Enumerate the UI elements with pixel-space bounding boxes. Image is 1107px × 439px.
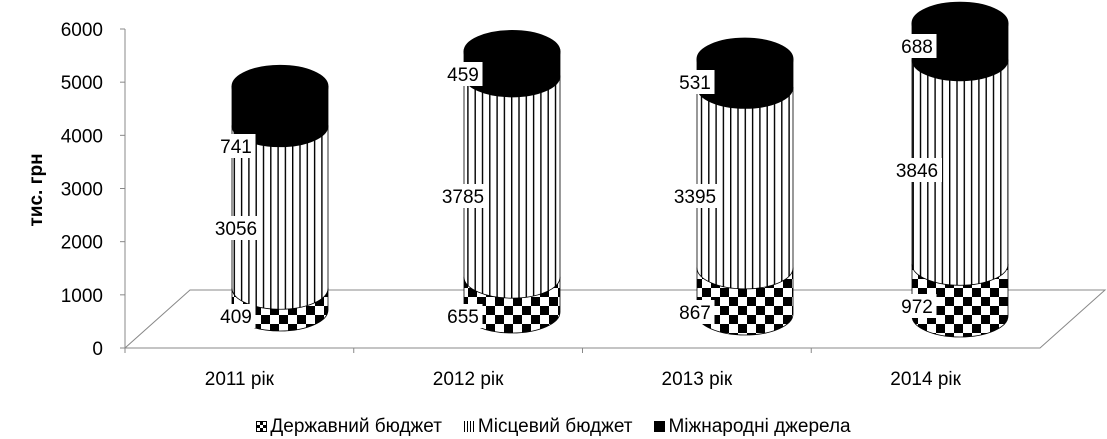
legend-swatch-local <box>463 421 475 432</box>
legend-label-intl: Міжнародні джерела <box>668 415 851 437</box>
y-tick-label: 5000 <box>61 73 103 94</box>
legend-swatch-state <box>256 421 268 432</box>
y-axis: 0 1000 2000 3000 4000 5000 6000 <box>61 20 126 360</box>
legend-swatch-intl <box>654 421 666 432</box>
bar-segment <box>911 59 1009 286</box>
data-label-bg <box>675 300 715 324</box>
cylinder <box>696 37 794 336</box>
cylinder-top <box>911 1 1009 45</box>
legend-item-state: Державний бюджет <box>256 416 442 438</box>
data-label-bg <box>438 184 488 208</box>
bar-segment <box>696 87 794 290</box>
data-label-bg <box>443 62 483 86</box>
data-label: 655 <box>447 307 479 328</box>
legend-item-local: Місцевий бюджет <box>463 415 633 438</box>
data-label-bg <box>443 304 483 328</box>
data-label: 972 <box>901 297 933 318</box>
y-axis-title: тис. грн <box>26 153 47 226</box>
bar-segment <box>463 75 561 299</box>
y-tick-label: 3000 <box>61 180 103 201</box>
data-label-bg <box>211 216 261 240</box>
legend-label-state: Державний бюджет <box>270 415 442 437</box>
data-label: 688 <box>901 37 933 58</box>
x-tick-label: 2012 рік <box>433 369 504 390</box>
legend-item-intl: Міжнародні джерела <box>654 415 851 438</box>
y-tick-label: 0 <box>92 339 103 360</box>
x-tick-label: 2014 рік <box>890 369 961 390</box>
y-tick-label: 1000 <box>61 286 103 307</box>
data-label: 531 <box>679 73 711 94</box>
cylinder <box>463 30 561 334</box>
data-label-bg <box>897 34 937 58</box>
data-label-bg <box>216 304 256 328</box>
data-label: 741 <box>220 137 252 158</box>
cylinder-top <box>696 37 794 81</box>
data-label-bg <box>892 158 942 182</box>
data-label: 3846 <box>896 161 938 182</box>
x-tick-label: 2011 рік <box>205 369 275 390</box>
data-label: 867 <box>679 303 711 324</box>
cylinder-top <box>463 30 561 74</box>
data-label: 409 <box>220 307 252 328</box>
x-tick-label: 2013 рік <box>662 369 733 390</box>
cylinder <box>231 64 329 332</box>
data-label-bg <box>216 134 256 158</box>
data-label: 459 <box>447 65 479 86</box>
legend: Державний бюджет Місцевий бюджет Міжнаро… <box>0 414 1107 439</box>
bar-segment <box>231 125 329 310</box>
data-label-bg <box>670 184 720 208</box>
y-tick-label: 2000 <box>61 233 103 254</box>
data-label: 3056 <box>215 219 257 240</box>
x-axis: 2011 рік 2012 рік 2013 рік 2014 рік <box>124 347 1040 390</box>
chart-canvas: 0 1000 2000 3000 4000 5000 6000 409 3056 741 655 3… <box>26 1 1107 390</box>
data-label: 3785 <box>442 187 484 208</box>
y-tick-label: 4000 <box>61 126 103 147</box>
data-label-bg <box>897 294 937 318</box>
data-label: 3395 <box>674 187 716 208</box>
legend-label-local: Місцевий бюджет <box>477 415 633 437</box>
cylinder-top <box>231 64 329 108</box>
y-tick-label: 6000 <box>61 20 103 41</box>
data-label-bg <box>675 70 715 94</box>
plot-area: 409 3056 741 655 3785 459 867 3395 531 972 3846 688 <box>211 1 1009 338</box>
